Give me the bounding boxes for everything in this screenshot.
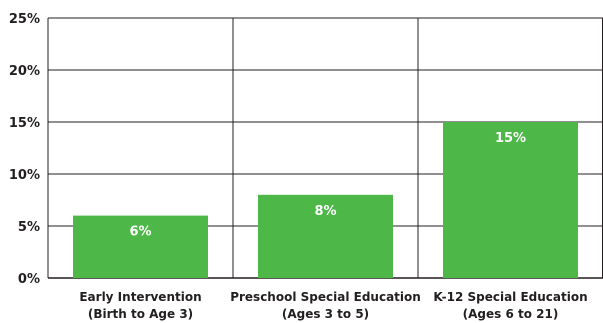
bar-layer (73, 122, 578, 278)
bar-2 (443, 122, 578, 278)
y-tick-label: 5% (18, 220, 40, 235)
category-label-2-line-0: K-12 Special Education (433, 290, 587, 304)
y-tick-label: 25% (9, 12, 40, 27)
category-label-1-line-1: (Ages 3 to 5) (282, 307, 369, 321)
label-layer: 0% 5% 10% 15% 20% 25% 6% Early Intervention (Bir… (9, 12, 588, 321)
category-label-2-line-1: (Ages 6 to 21) (463, 307, 559, 321)
category-label-0-line-1: (Birth to Age 3) (88, 307, 193, 321)
bar-1 (258, 194, 393, 278)
y-tick-label: 15% (9, 116, 40, 131)
data-label-1: 8% (314, 204, 336, 219)
data-label-0: 6% (129, 225, 151, 240)
y-tick-label: 20% (9, 64, 40, 79)
y-tick-label: 10% (9, 168, 40, 183)
category-label-1-line-0: Preschool Special Education (230, 290, 421, 304)
bar-0 (73, 215, 208, 278)
data-label-2: 15% (495, 131, 526, 146)
category-label-0-line-0: Early Intervention (79, 290, 201, 304)
y-tick-label: 0% (18, 272, 40, 287)
